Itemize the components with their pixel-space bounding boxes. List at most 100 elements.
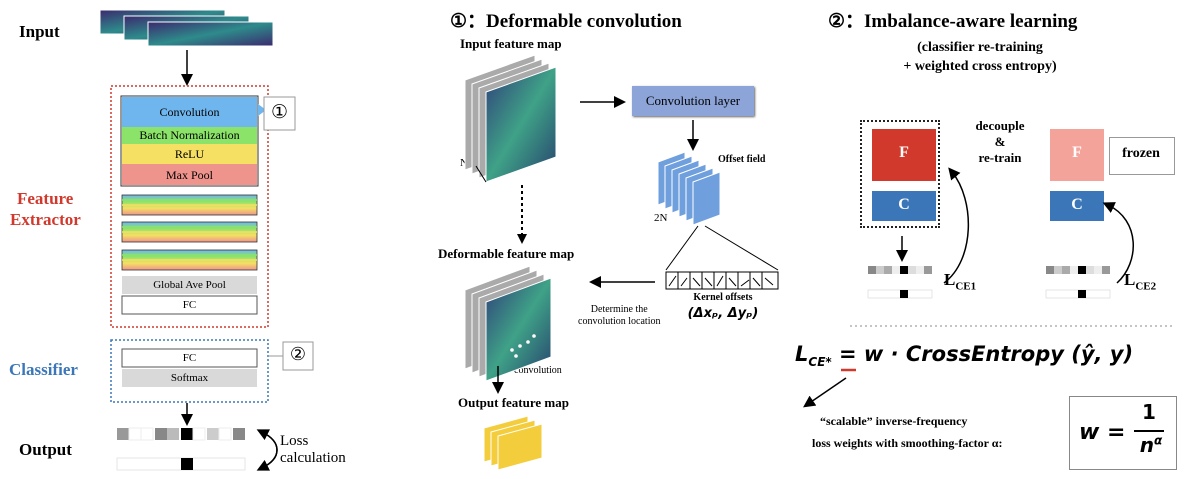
repeated-conv-block-3	[121, 249, 258, 271]
loss-line1: Loss	[280, 433, 309, 449]
feature-extractor-line1: Feature	[17, 189, 74, 208]
marker-1-box	[263, 96, 296, 131]
retrain-c-label: C	[1071, 196, 1083, 213]
offset-field-label: Offset field	[718, 154, 766, 165]
output-feature-map-label: Output feature map	[458, 395, 569, 410]
retrain-c-block	[1050, 191, 1104, 221]
classifier-label: Classifier	[9, 360, 78, 379]
w-den: n	[1139, 433, 1154, 457]
determine-location-label: Determine the convolution location	[578, 304, 661, 328]
repeated-conv-block-1	[121, 194, 258, 216]
lce2-sub: CE2	[1135, 280, 1157, 293]
w-formula-denominator: nα	[1134, 433, 1168, 457]
input-feature-map-label: Input feature map	[460, 36, 562, 51]
lce2-arrow	[1102, 202, 1135, 284]
frozen-f-label: F	[1072, 144, 1082, 161]
ce-lhs-main: L	[795, 342, 809, 366]
feature-extractor-line2: Extractor	[10, 210, 81, 229]
output-probability-vector	[117, 427, 245, 441]
two-n-label: 2N	[654, 212, 668, 224]
relu-layer-label: ReLU	[174, 147, 205, 161]
w-exp: α	[1154, 433, 1163, 448]
subtitle-line1: (classifier re-training	[917, 40, 1043, 55]
lce1-vectors	[867, 266, 933, 299]
relu-layer-box	[122, 144, 257, 164]
lce1-arrow	[943, 167, 969, 284]
kernel-offsets-formula: (Δxₚ, Δyₚ)	[687, 306, 759, 321]
n-label: N	[460, 157, 468, 169]
w-formula-box	[1069, 396, 1177, 470]
deformable-feature-map-label: Deformable feature map	[438, 246, 575, 261]
fc-box	[121, 295, 258, 315]
f-block	[872, 129, 936, 181]
batch-norm-layer-label: Batch Normalization	[139, 128, 240, 142]
f-label: F	[899, 144, 909, 161]
frozen-label: frozen	[1122, 146, 1160, 161]
decouple-label: decouple & re-train	[960, 118, 1040, 166]
ce-rhs: = w · CrossEntropy (ŷ, y)	[838, 342, 1134, 366]
convolution-layer-box	[122, 97, 257, 127]
kernel-offsets-grid	[665, 271, 779, 290]
marker-1-pointer	[258, 104, 266, 116]
kernel-offsets-label: Kernel offsets	[693, 292, 753, 303]
frozen-box	[1109, 137, 1175, 175]
global-ave-pool-label: Global Ave Pool	[153, 279, 226, 291]
decouple-line3: re-train	[978, 150, 1022, 165]
repeated-conv-block-2	[121, 221, 258, 243]
ce-formula: LCE* = w · CrossEntropy (ŷ, y)	[795, 342, 1133, 369]
batch-norm-layer-box	[122, 127, 257, 144]
loss-calculation-label: Loss calculation	[280, 433, 346, 467]
subtitle-line2: + weighted cross entropy)	[903, 59, 1057, 74]
input-feature-map-stack	[464, 54, 557, 183]
deformable-feature-map-stack	[464, 265, 552, 382]
scalable-line1: “scalable” inverse-frequency	[820, 414, 968, 428]
frozen-f-block	[1050, 129, 1104, 181]
determine-line1: Determine the	[590, 304, 648, 315]
global-ave-pool-box	[122, 276, 257, 294]
lce2-label: LCE2	[1124, 270, 1156, 292]
scalable-line2: loss weights with smoothing-factor α:	[812, 436, 1003, 450]
deformable-title: ①：Deformable convolution	[450, 11, 682, 32]
arrow-w-to-description	[803, 377, 847, 408]
c-block	[872, 191, 936, 221]
softmax-box	[122, 369, 257, 387]
w-formula-fraction-bar	[1134, 430, 1164, 432]
conv-layer-box	[632, 86, 754, 116]
output-feature-map-stack	[483, 415, 543, 471]
input-label: Input	[19, 22, 60, 41]
lce1-label: LCE1	[944, 270, 976, 292]
max-pool-layer-label: Max Pool	[165, 168, 213, 182]
lce2-main: L	[1124, 270, 1136, 289]
decouple-line2: &	[994, 134, 1006, 149]
loss-line2: calculation	[280, 450, 346, 466]
convolution-step-label: convolution	[514, 365, 562, 376]
conv-block-outline	[120, 95, 259, 187]
lce2-vectors	[1045, 266, 1111, 299]
marker-2-box	[282, 341, 314, 371]
determine-line2: convolution location	[578, 316, 661, 327]
imbalance-subtitle: (classifier re-training + weighted cross…	[860, 38, 1100, 76]
ce-lhs-sub: CE*	[808, 355, 832, 370]
convolution-layer-label: Convolution	[159, 105, 220, 119]
output-target-vector	[116, 457, 246, 471]
lce1-sub: CE1	[955, 280, 977, 293]
softmax-label: Softmax	[170, 372, 209, 384]
offset-field-stack	[657, 151, 721, 226]
imbalance-title: ②：Imbalance-aware learning	[828, 11, 1078, 32]
lce1-main: L	[944, 270, 956, 289]
marker-2-label: ②	[289, 344, 307, 364]
max-pool-layer-box	[122, 164, 257, 185]
feature-extractor-label: Feature Extractor	[10, 188, 81, 230]
output-label: Output	[19, 440, 72, 459]
decouple-line1: decouple	[975, 118, 1025, 133]
feature-extractor-box	[110, 85, 269, 328]
classifier-fc-box	[121, 348, 258, 368]
classifier-fc-label: FC	[182, 352, 197, 364]
fc-label: FC	[182, 299, 197, 311]
w-formula-eq: w =	[1079, 420, 1126, 445]
input-spectrogram-stack	[99, 9, 274, 47]
conv-layer-label: Convolution layer	[645, 93, 741, 108]
